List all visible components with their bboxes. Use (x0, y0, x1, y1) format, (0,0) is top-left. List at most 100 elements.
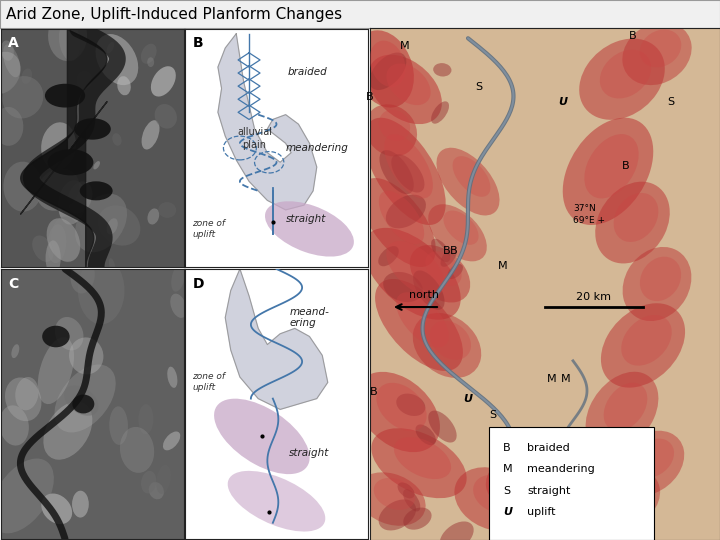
Ellipse shape (228, 471, 325, 531)
Ellipse shape (413, 313, 481, 378)
Ellipse shape (117, 76, 131, 96)
Ellipse shape (0, 107, 23, 146)
Ellipse shape (45, 240, 60, 276)
Ellipse shape (391, 154, 425, 193)
Text: M: M (503, 464, 513, 474)
Ellipse shape (163, 431, 180, 450)
Ellipse shape (364, 228, 461, 320)
Text: B: B (503, 443, 510, 453)
Ellipse shape (379, 500, 416, 530)
Ellipse shape (96, 34, 138, 85)
FancyBboxPatch shape (489, 427, 654, 540)
Text: uplift: uplift (528, 508, 556, 517)
Ellipse shape (413, 271, 444, 310)
Ellipse shape (22, 69, 32, 84)
Ellipse shape (415, 424, 436, 445)
Text: B: B (629, 31, 636, 40)
Ellipse shape (3, 44, 20, 77)
Text: B: B (450, 246, 458, 256)
Ellipse shape (112, 133, 122, 146)
Ellipse shape (603, 475, 648, 513)
Ellipse shape (396, 292, 449, 347)
Ellipse shape (142, 120, 160, 150)
Ellipse shape (579, 38, 665, 120)
Ellipse shape (107, 42, 114, 53)
Text: M: M (547, 374, 557, 384)
Ellipse shape (428, 410, 456, 443)
Text: 20 km: 20 km (577, 292, 611, 302)
Text: S: S (667, 97, 675, 107)
Ellipse shape (0, 52, 21, 94)
Ellipse shape (75, 194, 127, 252)
Text: B: B (636, 499, 643, 509)
Text: straight: straight (528, 486, 571, 496)
Text: meandering: meandering (286, 143, 348, 153)
Text: braided: braided (528, 443, 570, 453)
Ellipse shape (149, 482, 164, 500)
Ellipse shape (360, 178, 436, 267)
Ellipse shape (356, 372, 440, 452)
Ellipse shape (107, 218, 118, 234)
Ellipse shape (396, 394, 426, 416)
Text: U: U (464, 394, 472, 404)
Ellipse shape (55, 364, 116, 433)
Ellipse shape (158, 202, 176, 218)
Ellipse shape (372, 428, 467, 498)
Ellipse shape (214, 399, 310, 474)
Text: B: B (366, 92, 374, 102)
Ellipse shape (74, 118, 111, 140)
Ellipse shape (431, 239, 450, 262)
Ellipse shape (171, 294, 186, 318)
Text: B: B (621, 161, 629, 171)
Ellipse shape (4, 161, 42, 212)
Ellipse shape (433, 63, 451, 77)
Text: S: S (489, 409, 496, 420)
Ellipse shape (141, 44, 157, 64)
Ellipse shape (603, 383, 647, 431)
Ellipse shape (148, 208, 159, 225)
Ellipse shape (454, 467, 531, 531)
Text: 37°N
69°E +: 37°N 69°E + (573, 205, 605, 225)
Ellipse shape (601, 303, 685, 388)
Ellipse shape (621, 315, 672, 366)
Text: M: M (512, 435, 522, 445)
Ellipse shape (73, 395, 94, 414)
Text: C: C (9, 277, 19, 291)
Text: meandering: meandering (528, 464, 595, 474)
Ellipse shape (584, 467, 660, 531)
Ellipse shape (403, 508, 431, 530)
Text: U: U (558, 97, 567, 107)
Ellipse shape (623, 247, 691, 321)
Ellipse shape (98, 205, 140, 246)
Text: alluvial
plain: alluvial plain (237, 127, 272, 150)
Ellipse shape (48, 225, 66, 263)
Ellipse shape (387, 241, 445, 296)
Text: B: B (369, 387, 377, 396)
Ellipse shape (41, 494, 72, 524)
Ellipse shape (428, 204, 487, 261)
Text: straight: straight (286, 214, 326, 225)
Ellipse shape (430, 321, 471, 360)
Ellipse shape (379, 110, 410, 141)
Ellipse shape (473, 475, 519, 513)
Ellipse shape (368, 55, 442, 124)
Ellipse shape (639, 30, 681, 68)
Ellipse shape (15, 377, 39, 410)
Ellipse shape (0, 406, 29, 446)
Text: D: D (192, 277, 204, 291)
Ellipse shape (48, 10, 87, 61)
Ellipse shape (585, 134, 639, 198)
Ellipse shape (502, 457, 539, 489)
Ellipse shape (397, 482, 415, 498)
Text: B: B (192, 36, 203, 50)
Ellipse shape (375, 279, 463, 371)
Ellipse shape (365, 104, 417, 157)
Ellipse shape (600, 50, 651, 98)
Ellipse shape (486, 452, 548, 505)
Ellipse shape (369, 40, 405, 87)
Ellipse shape (80, 181, 112, 200)
Text: zone of
uplift: zone of uplift (192, 373, 225, 393)
Text: Arid Zone, Uplift-Induced Planform Changes: Arid Zone, Uplift-Induced Planform Chang… (6, 6, 342, 22)
Ellipse shape (265, 201, 354, 256)
Text: straight: straight (289, 448, 330, 457)
